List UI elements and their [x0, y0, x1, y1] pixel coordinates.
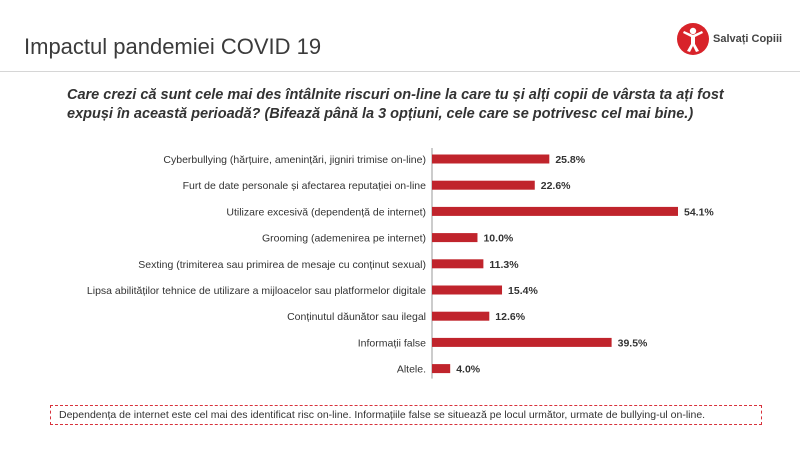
category-label: Furt de date personale și afectarea repu…: [183, 180, 427, 192]
bar: [432, 206, 678, 216]
bar: [432, 364, 451, 374]
logo: Salvați Copiii: [676, 22, 782, 56]
data-label: 4.0%: [456, 364, 481, 376]
category-label: Altele.: [397, 364, 426, 376]
bar: [432, 154, 550, 164]
data-label: 22.6%: [541, 180, 571, 192]
category-label: Cyberbullying (hărțuire, amenințări, jig…: [163, 154, 426, 166]
data-label: 25.8%: [555, 154, 585, 166]
header-divider: [0, 71, 800, 72]
bar: [432, 233, 478, 243]
data-label: 11.3%: [489, 259, 519, 271]
bar: [432, 311, 490, 321]
data-label: 12.6%: [495, 311, 525, 323]
bar: [432, 285, 503, 295]
data-label: 39.5%: [618, 337, 648, 349]
logo-text: Salvați Copiii: [713, 33, 783, 45]
page-title: Impactul pandemiei COVID 19: [24, 34, 322, 59]
survey-question: Care crezi că sunt cele mai des întâlnit…: [67, 87, 724, 122]
summary-note: Dependența de internet este cel mai des …: [50, 405, 762, 425]
category-label: Conținutul dăunător sau ilegal: [287, 311, 426, 323]
category-label: Sexting (trimiterea sau primirea de mesa…: [138, 259, 426, 271]
bar: [432, 259, 484, 269]
category-label: Utilizare excesivă (dependență de intern…: [226, 206, 426, 218]
data-label: 10.0%: [483, 233, 513, 245]
category-label: Lipsa abilităților tehnice de utilizare …: [87, 285, 426, 297]
category-label: Grooming (ademenirea pe internet): [262, 233, 426, 245]
bar-chart: Cyberbullying (hărțuire, amenințări, jig…: [87, 148, 714, 379]
category-label: Informații false: [358, 337, 426, 349]
bar: [432, 180, 535, 190]
child-figure-icon: [677, 23, 709, 55]
data-label: 15.4%: [508, 285, 538, 297]
bar: [432, 337, 612, 347]
data-label: 54.1%: [684, 206, 714, 218]
